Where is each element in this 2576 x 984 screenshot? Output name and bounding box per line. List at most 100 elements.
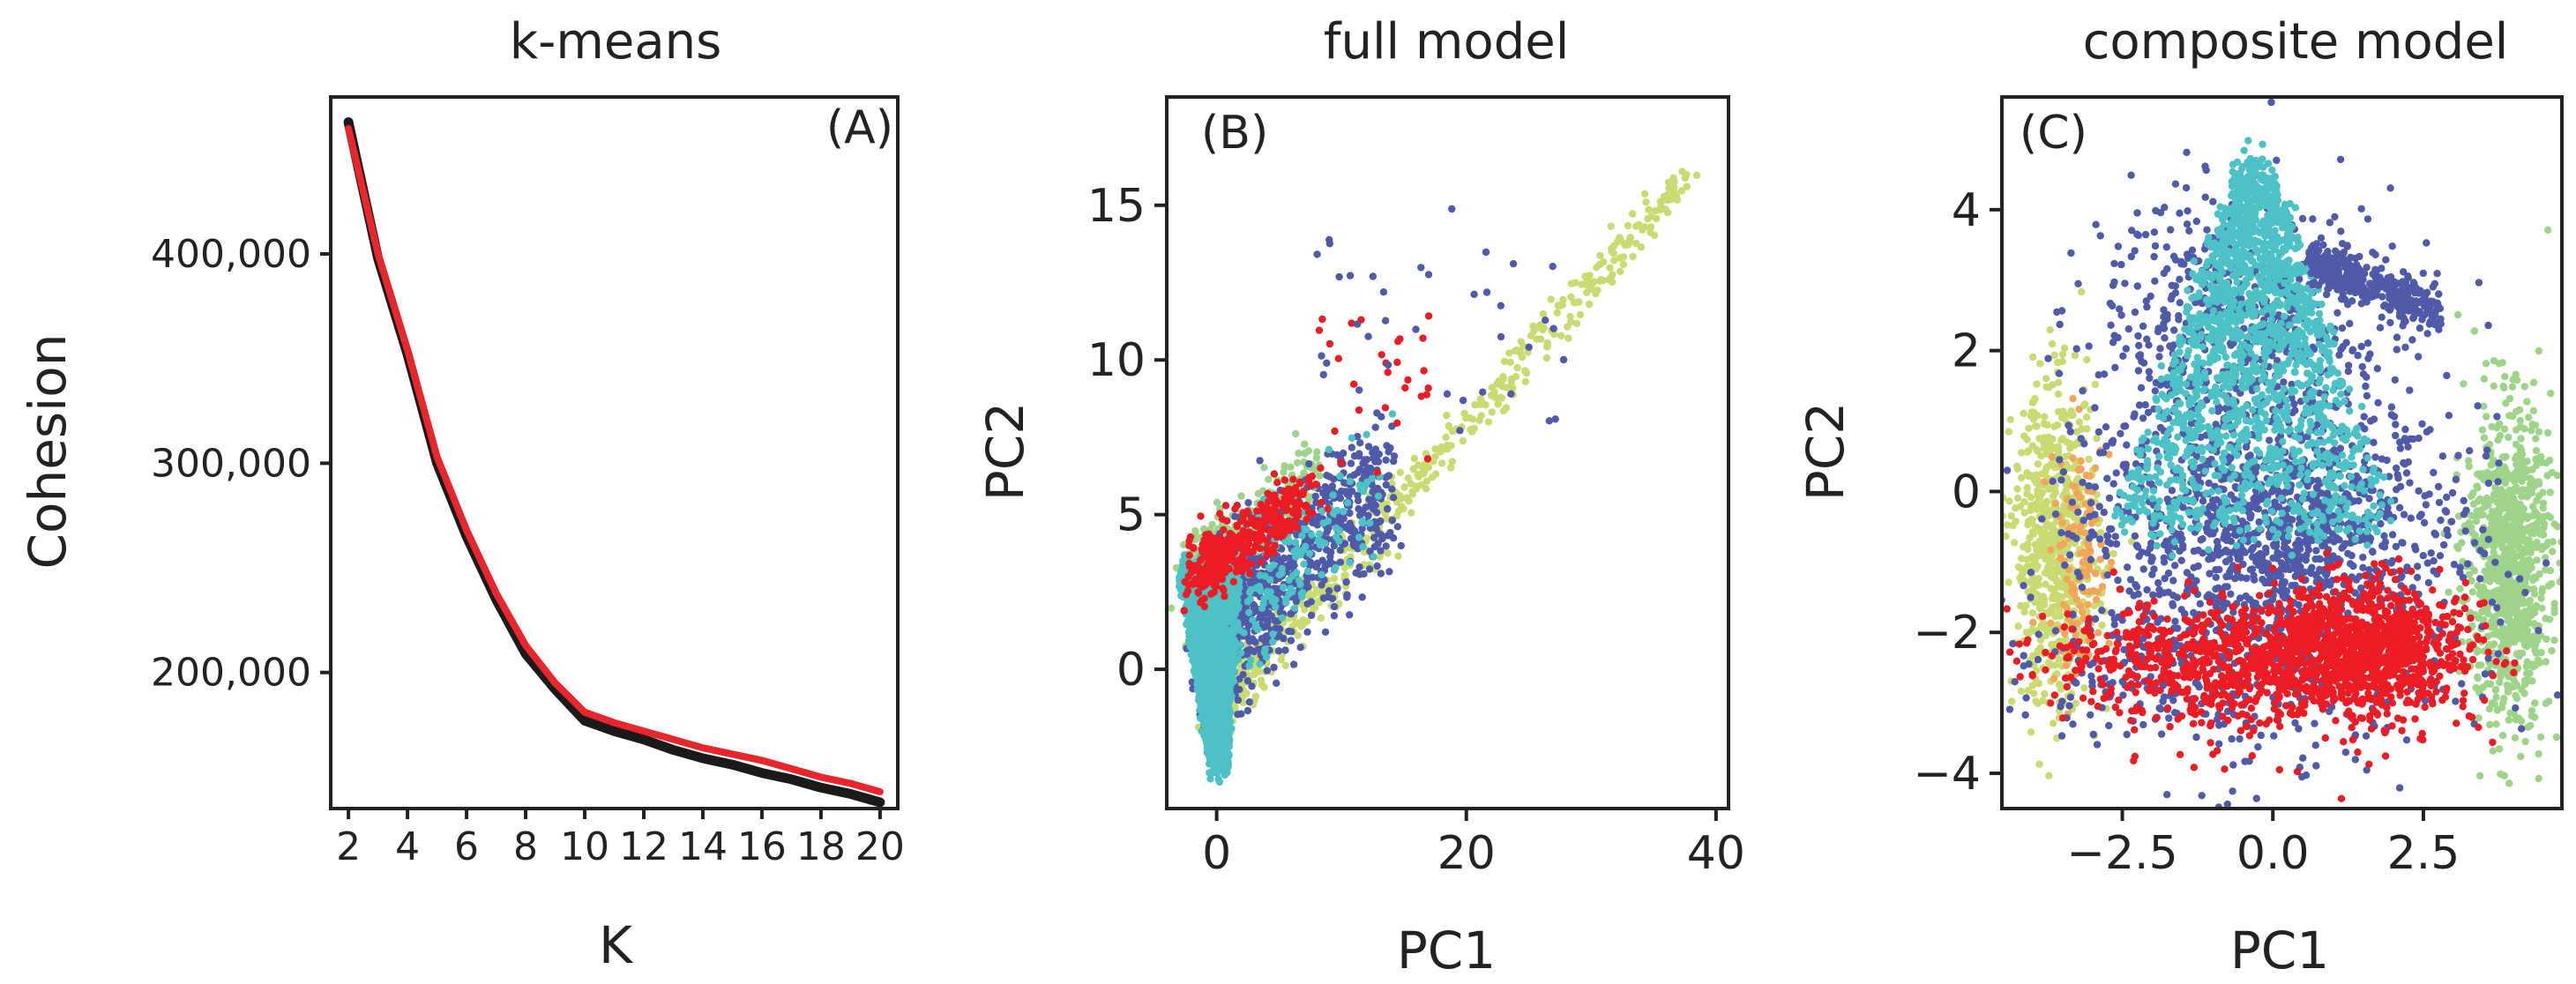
- cluster-point-yellow-green: [1488, 408, 1496, 416]
- x-tick-label: 16: [737, 824, 787, 869]
- cluster-point-yellow-green: [1513, 364, 1521, 372]
- cluster-point-red: [1264, 489, 1272, 498]
- cluster-point-yellow-green: [1585, 300, 1594, 309]
- cluster-point-cyan: [1268, 597, 1276, 606]
- cluster-point-cyan: [1254, 625, 1262, 634]
- cluster-point-red: [1245, 570, 1254, 578]
- cluster-point-yellow-green: [2027, 506, 2035, 515]
- cluster-point-cyan: [1344, 499, 1352, 507]
- cluster-point-green: [2480, 434, 2489, 442]
- cluster-point-blue: [1288, 558, 1296, 567]
- cluster-point-yellow-green: [1622, 241, 1631, 249]
- cluster-point-blue: [1355, 450, 1363, 458]
- cluster-point-yellow-green: [2057, 682, 2065, 690]
- cluster-point-orange: [2029, 618, 2037, 626]
- cluster-point-cyan: [1346, 558, 1354, 567]
- cluster-point-yellow-green: [2028, 442, 2036, 450]
- cluster-point-yellow-green: [1536, 335, 1545, 343]
- cluster-point-yellow-green: [1567, 293, 1575, 301]
- cluster-point-orange: [2076, 465, 2084, 473]
- cluster-point-yellow-green: [1642, 198, 1650, 206]
- cluster-point-yellow-green: [2028, 609, 2037, 617]
- cluster-point-yellow-green: [2052, 578, 2061, 586]
- cluster-point-red: [1272, 496, 1281, 504]
- cluster-point-yellow-green: [2034, 487, 2042, 495]
- cluster-point-blue: [1424, 271, 1433, 279]
- cluster-point-yellow-green: [2051, 462, 2059, 470]
- cluster-point-cyan: [1336, 472, 1344, 481]
- cluster-point-cyan: [1206, 775, 1214, 783]
- cluster-point-yellow-green: [2054, 444, 2063, 452]
- cluster-point-yellow-green: [1437, 459, 1446, 467]
- cluster-point-cyan: [1303, 526, 1310, 533]
- cluster-point-blue: [1371, 423, 1379, 431]
- cluster-point-yellow-green: [1517, 349, 1525, 357]
- cluster-point-red: [1280, 524, 1288, 532]
- cluster-point-yellow-green: [1330, 574, 1339, 583]
- cluster-point-green: [1287, 463, 1295, 471]
- cluster-point-red: [1185, 551, 1194, 559]
- cluster-point-cyan: [1280, 583, 1288, 592]
- cluster-point-cyan: [1191, 640, 1199, 648]
- cluster-point-red: [1394, 338, 1402, 346]
- cluster-point-red: [1384, 369, 1392, 376]
- cluster-point-yellow-green: [1567, 280, 1576, 287]
- cluster-point-yellow-green: [1647, 212, 1655, 220]
- cluster-point-red: [1293, 524, 1301, 532]
- cluster-point-blue: [1310, 517, 1319, 526]
- panel-b-frame: [1165, 95, 1730, 810]
- cluster-point-yellow-green: [1506, 358, 1514, 367]
- cluster-point-yellow-green: [1448, 458, 1456, 466]
- cluster-point-blue: [1250, 647, 1258, 656]
- cluster-point-yellow-green: [2024, 687, 2032, 695]
- cluster-point-yellow-green: [1477, 397, 1486, 406]
- cluster-point-green: [2550, 637, 2558, 645]
- cluster-point-blue: [1359, 509, 1367, 517]
- cluster-point-yellow-green: [2034, 477, 2042, 485]
- cluster-point-red: [1232, 537, 1240, 545]
- cluster-point-red: [1317, 464, 1325, 473]
- cluster-point-red: [1197, 556, 1205, 564]
- cluster-point-yellow-green: [2013, 462, 2021, 471]
- cluster-point-blue: [1256, 614, 1264, 622]
- cluster-point-yellow-green: [2017, 687, 2026, 696]
- cluster-point-red: [1378, 351, 1385, 359]
- cluster-point-red: [1381, 404, 1390, 412]
- cluster-point-blue: [1382, 542, 1390, 550]
- cluster-point-red: [1291, 503, 1300, 511]
- cluster-point-red: [1233, 522, 1242, 531]
- cluster-point-orange: [2050, 675, 2058, 682]
- cluster-point-cyan: [1210, 688, 1218, 696]
- cluster-point-yellow-green: [1260, 683, 1268, 691]
- cluster-point-yellow-green: [2080, 684, 2088, 692]
- cluster-point-blue: [1336, 558, 1345, 566]
- cluster-point-cyan: [1216, 671, 1224, 679]
- cluster-point-yellow-green: [1624, 221, 1632, 230]
- cluster-point-yellow-green: [2005, 428, 2013, 436]
- cluster-point-cyan: [1231, 610, 1240, 618]
- cluster-point-green: [1254, 489, 1263, 497]
- cluster-point-blue: [1313, 250, 1321, 258]
- cluster-point-blue: [1377, 547, 1385, 555]
- cluster-point-blue: [1559, 355, 1568, 364]
- cluster-point-yellow-green: [1517, 338, 1526, 346]
- cluster-point-red: [1286, 492, 1295, 500]
- x-tick-label: 6: [454, 824, 479, 869]
- cluster-point-blue: [1347, 459, 1355, 467]
- cluster-point-yellow-green: [1497, 393, 1505, 401]
- cluster-point-red: [1258, 526, 1266, 534]
- cluster-point-cyan: [1206, 647, 1214, 655]
- cluster-point-red: [1207, 557, 1216, 566]
- cluster-point-cyan: [1198, 627, 1206, 635]
- cluster-point-yellow-green: [1547, 295, 1555, 303]
- cluster-point-yellow-green: [1400, 483, 1408, 491]
- cluster-point-red: [1312, 481, 1321, 488]
- cluster-point-yellow-green: [2017, 564, 2025, 572]
- cluster-point-red: [1290, 517, 1299, 526]
- cluster-point-red: [1350, 380, 1358, 388]
- cluster-point-yellow-green: [1490, 388, 1498, 396]
- cluster-point-cyan: [1282, 599, 1290, 607]
- cluster-point-red: [1221, 502, 1230, 510]
- panel-c-plot-area: [2002, 98, 2562, 809]
- cluster-point-red: [1246, 548, 1254, 556]
